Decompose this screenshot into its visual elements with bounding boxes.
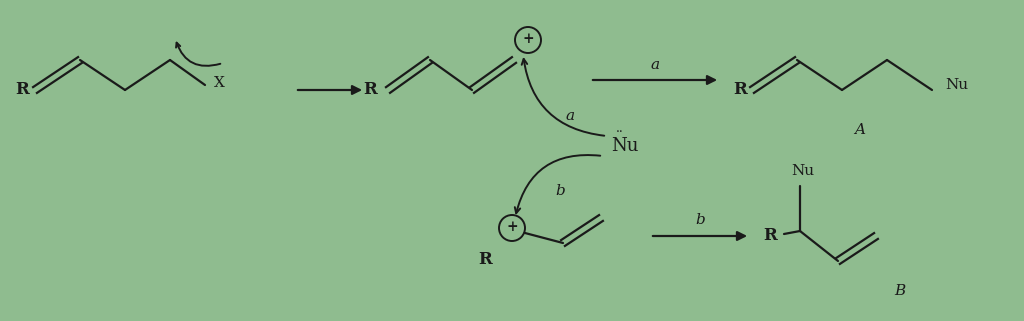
Text: b: b <box>555 184 565 198</box>
Text: Nu: Nu <box>792 164 814 178</box>
Text: R: R <box>364 82 377 99</box>
Text: Nu: Nu <box>611 137 639 155</box>
Text: Nu: Nu <box>945 78 969 92</box>
Text: ··: ·· <box>616 126 624 138</box>
Text: a: a <box>650 58 659 72</box>
Text: R: R <box>478 251 492 268</box>
Text: b: b <box>695 213 705 227</box>
Text: B: B <box>894 284 905 298</box>
Text: +: + <box>522 32 534 46</box>
Text: +: + <box>506 220 518 234</box>
Text: A: A <box>854 123 865 137</box>
Text: X: X <box>214 76 224 90</box>
Text: R: R <box>733 82 746 99</box>
Text: R: R <box>15 82 29 99</box>
Text: a: a <box>565 109 574 123</box>
Text: R: R <box>763 228 777 245</box>
